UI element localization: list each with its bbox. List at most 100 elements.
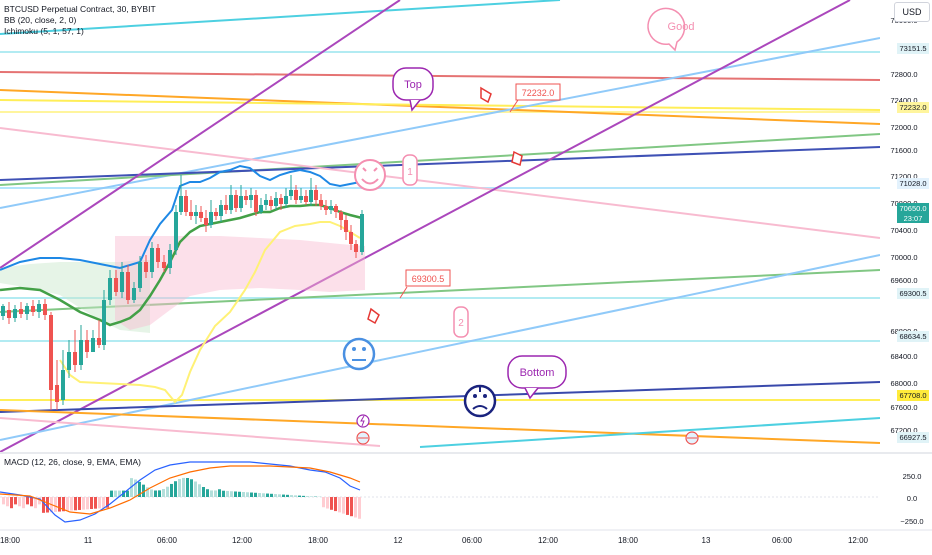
time-tick-label: 18:00 [618,536,639,545]
number-two-marker[interactable]: 2 [454,307,468,337]
price-badge-label: 72232.0 [899,103,926,112]
price-label-72232-text: 72232.0 [522,88,555,98]
macd-hist-bar [86,497,89,509]
price-tick-label: 72800.0 [890,70,917,79]
candle-body [204,218,208,225]
macd-legend[interactable]: MACD (12, 26, close, 9, EMA, EMA) [4,457,141,468]
macd-hist-bar [210,490,213,497]
bottom-callout[interactable]: Bottom [508,356,566,398]
candle-body [73,352,77,365]
price-tick-label: 72000.0 [890,123,917,132]
trendline-navy-lower[interactable] [0,382,880,412]
time-tick-label: 12 [394,536,403,545]
price-tick-label: 67600.0 [890,403,917,412]
candle-body [199,212,203,218]
candle-body [224,205,228,210]
macd-hist-bar [182,478,185,497]
smile-emoji-icon[interactable] [355,160,385,190]
price-tick-label: 71600.0 [890,146,917,155]
us-flag-event-icon[interactable] [686,432,698,444]
trendline-green-upper[interactable] [0,134,880,185]
macd-hist-bar [66,497,69,511]
time-tick-label: 12:00 [538,536,559,545]
macd-hist-bar [218,489,221,497]
candle-body [294,190,298,200]
macd-hist-bar [214,490,217,497]
good-callout[interactable]: Good [648,8,694,50]
symbol-legend[interactable]: BTCUSD Perpetual Contract, 30, BYBIT [4,4,156,15]
macd-hist-bar [198,484,201,497]
trendline-navy-upper[interactable] [0,147,880,180]
macd-hist-bar [150,489,153,497]
macd-hist-bar [54,497,57,512]
macd-hist-bar [250,493,253,497]
number-one-marker[interactable]: 1 [403,155,417,185]
macd-hist-bar [258,493,261,497]
price-axis[interactable]: 73600.072800.072400.072000.071600.071200… [890,16,929,443]
macd-hist-bar [334,497,337,511]
candle-body [279,198,283,204]
macd-hist-bar [162,489,165,497]
candle-body [31,306,35,312]
pointing-hand-icon[interactable] [368,309,379,323]
macd-hist-bar [42,497,45,513]
macd-hist-bar [46,497,49,513]
price-badge-label: 67708.0 [899,391,926,400]
price-label-69300-text: 69300.5 [412,274,445,284]
macd-hist-bar [326,497,329,509]
candle-body [43,304,47,315]
candle-body [13,309,17,318]
price-label-69300[interactable]: 69300.5 [400,270,450,298]
macd-hist-bar [302,496,305,497]
macd-hist-bar [242,492,245,497]
trendline-cyan-lower[interactable] [420,418,880,447]
macd-hist-bar [94,497,97,509]
us-flag-event-icon[interactable] [357,432,369,444]
candle-body [85,340,89,352]
macd-hist-bar [98,497,101,508]
candle-body [354,244,358,252]
candle-body [324,206,328,210]
bb-legend[interactable]: BB (20, close, 2, 0) [4,15,76,26]
macd-hist-bar [278,494,281,497]
macd-hist-bar [342,497,345,514]
candle-body [91,338,95,352]
time-tick-label: 18:00 [0,536,21,545]
candle-body [150,248,154,272]
main-price-pane[interactable]: Good Top Bottom 72232.0 69300.5 1 [0,0,880,452]
macd-hist-bar [190,479,193,497]
candle-body [314,190,318,200]
macd-hist-bar [58,497,61,512]
neutral-emoji-icon[interactable] [344,339,374,369]
macd-hist-bar [206,489,209,497]
candle-body [168,250,172,268]
trendline-yellow-top[interactable] [0,100,880,110]
candle-body [264,200,268,205]
candle-body [284,196,288,204]
candle-body [120,272,124,292]
macd-hist-bar [234,491,237,497]
trendline-purple-upper[interactable] [0,0,400,268]
macd-axis[interactable]: 250.00.0−250.0 [900,472,923,526]
candle-body [334,206,338,212]
pointing-hand-icon[interactable] [481,88,491,102]
macd-hist-bar [330,497,333,510]
trendline-orange-top[interactable] [0,90,880,124]
lightning-event-icon[interactable] [357,415,369,427]
macd-hist-bar [6,497,9,506]
number-one-text: 1 [407,167,413,178]
macd-pane[interactable] [0,462,880,522]
candle-body [299,196,303,200]
trendline-red[interactable] [0,72,880,80]
time-tick-label: 18:00 [308,536,329,545]
price-badge-label: 70650.0 [899,204,926,213]
ichimoku-legend[interactable]: Ichimoku (5, 1, 57, 1) [4,26,84,37]
worried-emoji-icon[interactable] [465,386,495,416]
currency-selector[interactable]: USD [894,2,930,22]
candle-body [339,212,343,220]
candle-body [174,212,178,250]
macd-hist-bar [322,497,325,507]
macd-hist-bar [266,494,269,497]
candle-body [97,338,101,345]
